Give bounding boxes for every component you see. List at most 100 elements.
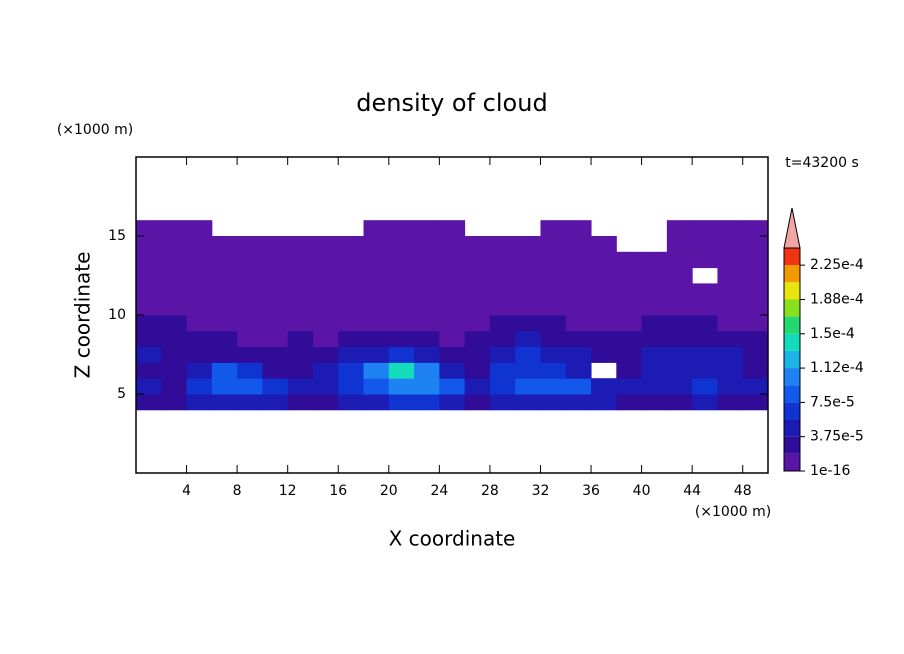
contour-cell bbox=[540, 220, 567, 237]
contour-cell bbox=[591, 315, 617, 332]
contour-cell bbox=[666, 346, 693, 363]
contour-cell bbox=[591, 378, 617, 395]
x-tick-label: 32 bbox=[532, 483, 550, 499]
contour-cell bbox=[136, 267, 162, 284]
contour-cell bbox=[666, 236, 693, 253]
contour-cell bbox=[515, 267, 541, 284]
contour-cell bbox=[262, 236, 289, 253]
contour-cell bbox=[363, 346, 390, 363]
contour-cell bbox=[414, 299, 440, 316]
contour-cell bbox=[414, 394, 440, 411]
x-tick-label: 40 bbox=[633, 483, 651, 499]
contour-cell bbox=[717, 267, 744, 284]
contour-cell bbox=[237, 267, 263, 284]
contour-cell bbox=[489, 362, 516, 379]
colorbar-extension bbox=[783, 207, 801, 249]
colorbar-band bbox=[784, 368, 800, 386]
contour-cell bbox=[414, 315, 440, 332]
contour-cell bbox=[338, 330, 365, 348]
contour-cell bbox=[439, 299, 466, 316]
contour-cell bbox=[136, 251, 162, 269]
contour-cell bbox=[742, 315, 769, 332]
contour-cell bbox=[717, 315, 744, 332]
contour-cell bbox=[388, 346, 415, 363]
contour-cell bbox=[338, 378, 365, 395]
contour-cell bbox=[717, 394, 744, 411]
contour-cell bbox=[515, 346, 541, 363]
colorbar-tick-label: 1.5e-4 bbox=[810, 326, 855, 342]
contour-cell bbox=[161, 394, 188, 411]
y-unit: (×1000 m) bbox=[57, 122, 133, 138]
contour-cell bbox=[414, 251, 440, 269]
contour-cell bbox=[338, 394, 365, 411]
contour-cell bbox=[338, 315, 365, 332]
contour-cell bbox=[312, 267, 339, 284]
contour-cell bbox=[186, 267, 213, 284]
contour-cell bbox=[237, 236, 263, 253]
contour-cell bbox=[262, 267, 289, 284]
contour-cell bbox=[439, 346, 466, 363]
contour-cell bbox=[136, 315, 162, 332]
contour-cell bbox=[388, 220, 415, 237]
contour-cell bbox=[287, 315, 314, 332]
contour-cell bbox=[186, 315, 213, 332]
contour-cell bbox=[439, 220, 466, 237]
contour-cell bbox=[287, 362, 314, 379]
contour-cell bbox=[414, 346, 440, 363]
contour-cell bbox=[363, 362, 390, 379]
contour-cell bbox=[591, 251, 617, 269]
contour-cell bbox=[515, 251, 541, 269]
contour-cell bbox=[742, 236, 769, 253]
contour-cell bbox=[489, 251, 516, 269]
contour-cell bbox=[489, 283, 516, 300]
contour-cell bbox=[388, 299, 415, 316]
contour-cell bbox=[161, 267, 188, 284]
contour-cell bbox=[616, 330, 643, 348]
contour-cell bbox=[186, 283, 213, 300]
contour-cell bbox=[464, 267, 491, 284]
contour-cell bbox=[464, 346, 491, 363]
x-tick-label: 24 bbox=[430, 483, 448, 499]
contour-cell bbox=[641, 251, 668, 269]
contour-cell bbox=[540, 346, 567, 363]
contour-cell bbox=[186, 251, 213, 269]
contour-cell bbox=[237, 394, 263, 411]
colorbar-band bbox=[784, 265, 800, 283]
contour-cell bbox=[742, 346, 769, 363]
x-tick-label: 36 bbox=[582, 483, 600, 499]
contour-cell bbox=[211, 346, 238, 363]
contour-cell bbox=[136, 378, 162, 395]
contour-cell bbox=[262, 346, 289, 363]
colorbar-band bbox=[784, 419, 800, 437]
contour-cell bbox=[439, 330, 466, 348]
contour-cell bbox=[388, 362, 415, 379]
contour-cell bbox=[641, 330, 668, 348]
contour-cell bbox=[565, 236, 592, 253]
contour-cell bbox=[363, 330, 390, 348]
contour-cell bbox=[363, 394, 390, 411]
contour-cell bbox=[464, 299, 491, 316]
contour-cell bbox=[742, 299, 769, 316]
contour-cell bbox=[363, 236, 390, 253]
contour-cell bbox=[641, 267, 668, 284]
colorbar-tick-label: 2.25e-4 bbox=[810, 257, 864, 273]
contour-cell bbox=[312, 283, 339, 300]
contour-cell bbox=[641, 346, 668, 363]
contour-cell bbox=[136, 236, 162, 253]
colorbar-tick-label: 3.75e-5 bbox=[810, 429, 864, 445]
contour-cell bbox=[666, 394, 693, 411]
contour-cell bbox=[717, 220, 744, 237]
contour-cell bbox=[312, 394, 339, 411]
contour-cell bbox=[565, 315, 592, 332]
x-axis-label: X coordinate bbox=[389, 527, 516, 551]
contour-cell bbox=[211, 378, 238, 395]
contour-cell bbox=[136, 362, 162, 379]
contour-cell bbox=[262, 299, 289, 316]
contour-cell bbox=[616, 299, 643, 316]
contour-cell bbox=[742, 394, 769, 411]
contour-cell bbox=[489, 315, 516, 332]
contour-cell bbox=[439, 267, 466, 284]
contour-cell bbox=[186, 346, 213, 363]
contour-cell bbox=[312, 315, 339, 332]
contour-cell bbox=[287, 394, 314, 411]
